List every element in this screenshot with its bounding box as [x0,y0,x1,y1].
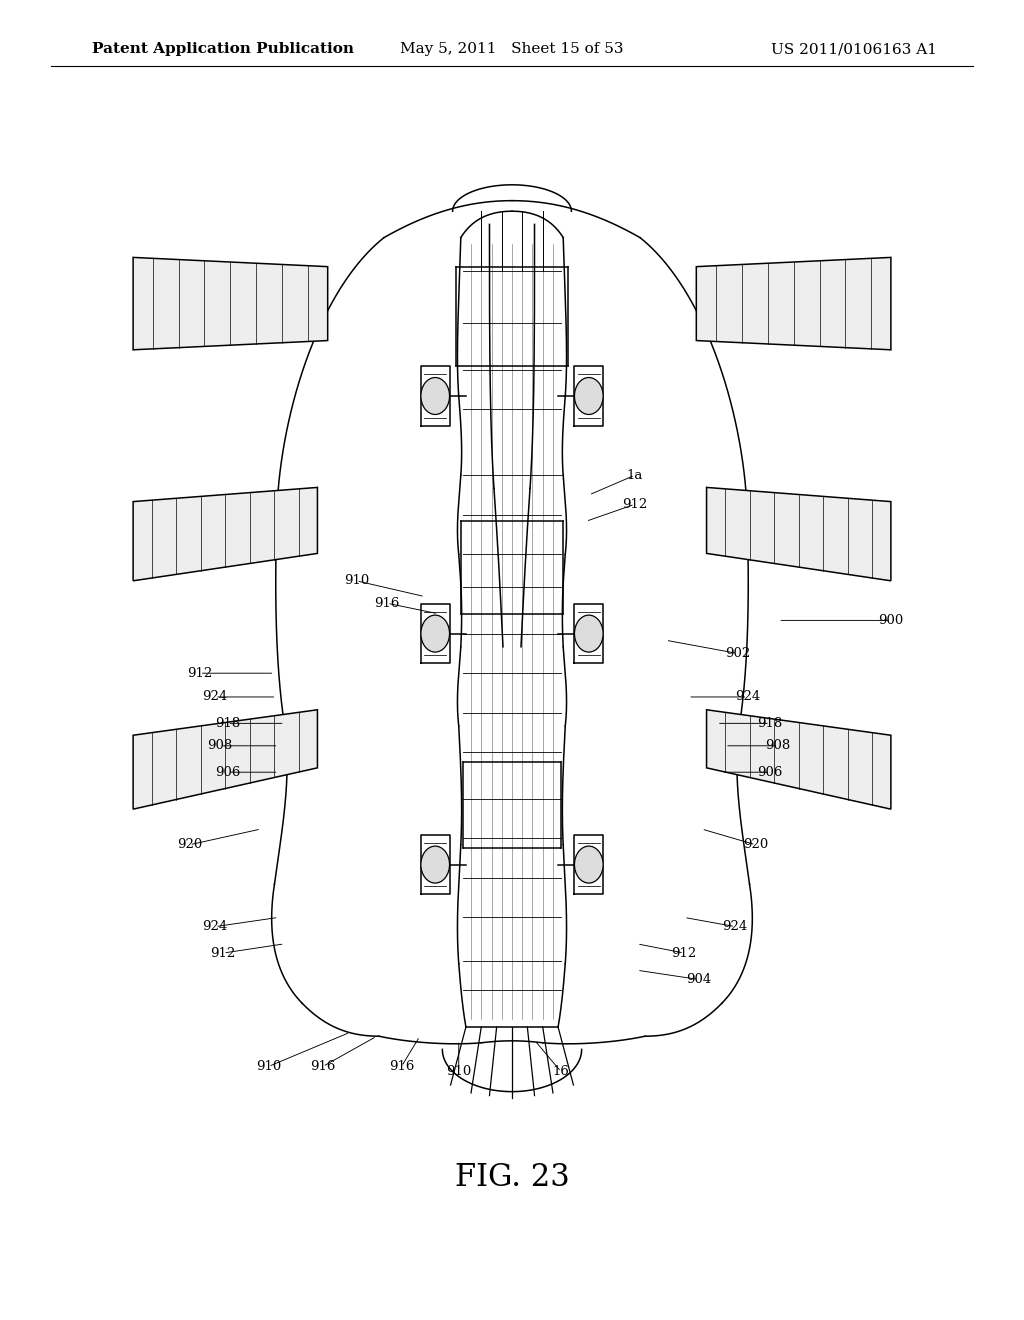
Text: May 5, 2011   Sheet 15 of 53: May 5, 2011 Sheet 15 of 53 [400,42,624,57]
Circle shape [421,378,450,414]
Text: 912: 912 [187,667,212,680]
Text: 918: 918 [758,717,782,730]
Text: FIG. 23: FIG. 23 [455,1162,569,1193]
Text: 924: 924 [203,920,227,933]
Polygon shape [707,487,891,581]
Text: 924: 924 [735,690,760,704]
Text: 910: 910 [446,1065,471,1078]
Polygon shape [707,710,891,809]
Text: 906: 906 [215,766,240,779]
Text: 916: 916 [310,1060,335,1073]
Polygon shape [133,710,317,809]
Text: 916: 916 [375,597,399,610]
Polygon shape [696,257,891,350]
Text: 912: 912 [211,946,236,960]
Text: 916: 916 [389,1060,414,1073]
Text: 920: 920 [177,838,202,851]
Circle shape [421,846,450,883]
Text: US 2011/0106163 A1: US 2011/0106163 A1 [771,42,937,57]
Text: 918: 918 [215,717,240,730]
Text: 912: 912 [623,498,647,511]
Text: 924: 924 [723,920,748,933]
Text: 910: 910 [344,574,369,587]
Polygon shape [133,257,328,350]
Text: Patent Application Publication: Patent Application Publication [92,42,354,57]
Text: 908: 908 [766,739,791,752]
Polygon shape [133,487,317,581]
Text: 912: 912 [672,946,696,960]
Text: 902: 902 [725,647,750,660]
Circle shape [421,615,450,652]
Text: 910: 910 [256,1060,281,1073]
Circle shape [574,378,603,414]
Circle shape [574,615,603,652]
Text: 16: 16 [553,1065,569,1078]
Text: 920: 920 [743,838,768,851]
Text: 924: 924 [203,690,227,704]
Text: 906: 906 [758,766,782,779]
Text: 1a: 1a [627,469,643,482]
Circle shape [574,846,603,883]
Text: 904: 904 [686,973,711,986]
Text: 900: 900 [879,614,903,627]
Text: 908: 908 [208,739,232,752]
